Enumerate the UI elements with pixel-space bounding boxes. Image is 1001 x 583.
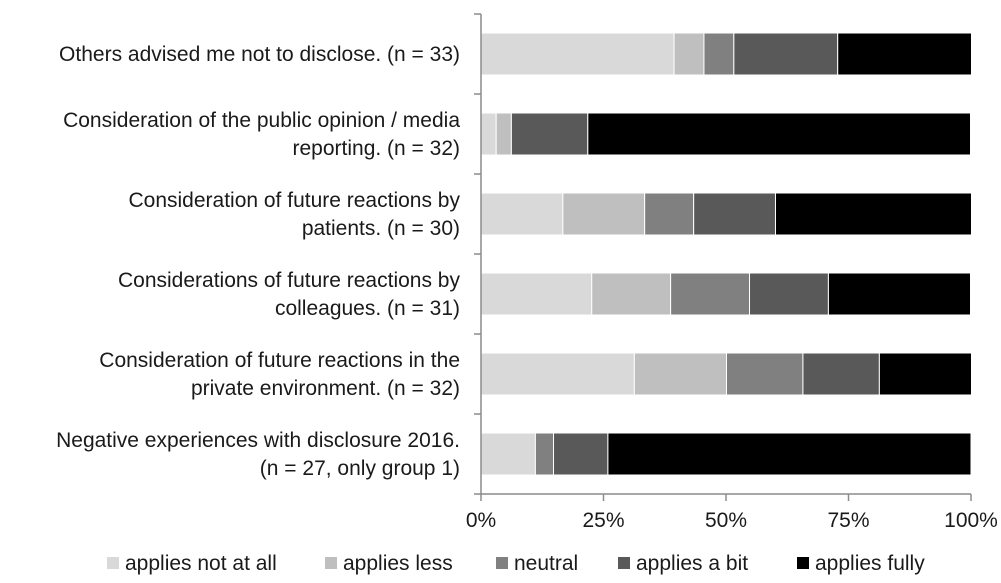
category-label: private environment. (n = 32) xyxy=(191,377,460,400)
x-tick-label: 0% xyxy=(466,509,496,532)
bar-segment-3-1 xyxy=(591,272,672,316)
category-label: Negative experiences with disclosure 201… xyxy=(56,429,460,452)
bar-segment-3-3 xyxy=(749,272,829,316)
bar-segment-0-2 xyxy=(703,32,735,76)
bar-segment-5-4 xyxy=(607,432,972,476)
bar-segment-0-1 xyxy=(673,32,705,76)
bar-segment-3-0 xyxy=(480,272,593,316)
bar-segment-0-3 xyxy=(733,32,839,76)
x-tick-label: 100% xyxy=(944,509,998,532)
bar-segment-3-4 xyxy=(827,272,972,316)
x-tick-label: 75% xyxy=(827,509,869,532)
bar-segment-2-3 xyxy=(693,192,776,236)
bar-segment-2-4 xyxy=(774,192,972,236)
bar-segment-2-2 xyxy=(644,192,695,236)
legend-swatch-1 xyxy=(325,557,337,569)
legend-label: applies a bit xyxy=(636,552,748,575)
legend-swatch-3 xyxy=(618,557,630,569)
x-tick-label: 50% xyxy=(705,509,747,532)
x-tick-label: 25% xyxy=(582,509,624,532)
bar-segment-4-3 xyxy=(802,352,880,396)
legend-label: applies fully xyxy=(815,552,925,575)
bar-segment-5-0 xyxy=(480,432,536,476)
category-label: patients. (n = 30) xyxy=(302,217,460,240)
bar-segment-1-4 xyxy=(587,112,972,156)
legend-label: neutral xyxy=(514,552,578,575)
category-label: reporting. (n = 32) xyxy=(292,137,460,160)
bar-segment-4-4 xyxy=(878,352,972,396)
bar-segment-3-2 xyxy=(670,272,751,316)
legend-label: applies not at all xyxy=(125,552,277,575)
bar-segment-1-3 xyxy=(510,112,589,156)
legend-swatch-0 xyxy=(107,557,119,569)
bar-segment-2-0 xyxy=(480,192,564,236)
bar-segment-0-4 xyxy=(837,32,972,76)
bar-segment-0-0 xyxy=(480,32,675,76)
category-label: Considerations of future reactions by xyxy=(118,269,461,292)
bar-segment-4-0 xyxy=(480,352,635,396)
bar-segment-1-0 xyxy=(480,112,497,156)
category-label: Others advised me not to disclose. (n = … xyxy=(59,43,460,66)
category-label: Consideration of the public opinion / me… xyxy=(63,109,460,132)
bar-segment-4-1 xyxy=(633,352,727,396)
category-label: Consideration of future reactions by xyxy=(128,189,460,212)
category-label: (n = 27, only group 1) xyxy=(260,457,460,480)
category-label: colleagues. (n = 31) xyxy=(275,297,460,320)
legend-label: applies less xyxy=(343,552,453,575)
bar-segment-2-1 xyxy=(562,192,646,236)
legend-swatch-4 xyxy=(797,557,809,569)
legend-swatch-2 xyxy=(496,557,508,569)
bar-segment-5-3 xyxy=(553,432,609,476)
bar-segment-5-2 xyxy=(534,432,555,476)
bar-segment-1-1 xyxy=(495,112,512,156)
category-label: Consideration of future reactions in the xyxy=(99,349,460,372)
bar-segment-4-2 xyxy=(725,352,804,396)
